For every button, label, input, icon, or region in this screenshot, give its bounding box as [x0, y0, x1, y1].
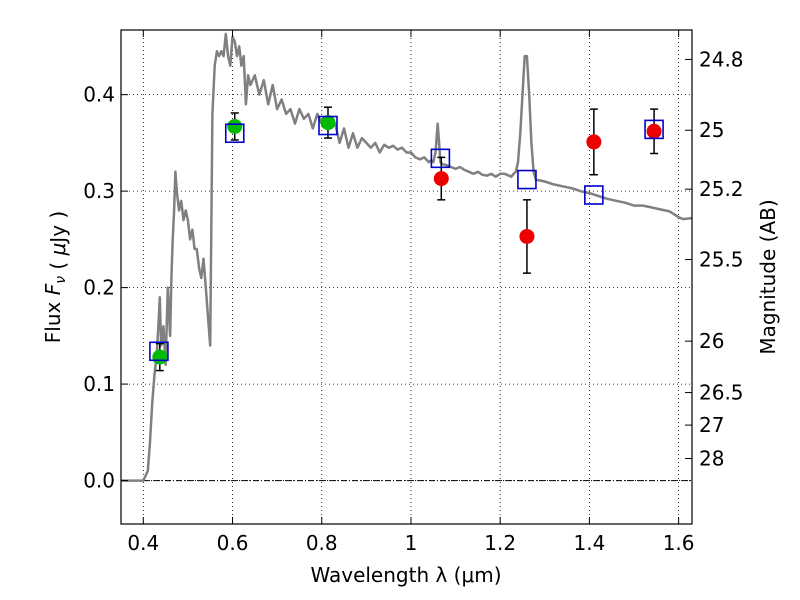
- right-tick-label: 26.5: [699, 381, 744, 405]
- model-photometry-square: [224, 123, 245, 144]
- data-point: [646, 123, 662, 139]
- right-tick-label: 26: [699, 329, 724, 353]
- model-spectrum-line: [121, 32, 693, 482]
- data-point: [227, 118, 243, 134]
- y-tick-label: 0.3: [83, 179, 115, 203]
- x-tick-label: 1.6: [663, 531, 695, 555]
- y-tick-label: 0.1: [83, 372, 115, 396]
- x-tick-label: 1.4: [573, 531, 605, 555]
- grid: [121, 30, 692, 524]
- model-photometry-square: [149, 341, 169, 362]
- plot-frame: [120, 29, 693, 525]
- model-photometry-square: [517, 169, 537, 190]
- x-axis-label: Wavelength λ (μm): [310, 563, 501, 587]
- x-tick-label: 1.2: [484, 531, 516, 555]
- model-photometry-square: [584, 185, 604, 205]
- y-tick-label: 0.4: [83, 83, 115, 107]
- ticks: [121, 30, 692, 524]
- right-tick-label: 27: [699, 413, 724, 437]
- model-spectrum: [121, 32, 693, 482]
- x-tick-label: 0.6: [217, 531, 249, 555]
- data-point: [152, 349, 168, 365]
- data-point: [586, 134, 602, 150]
- y-tick-label: 0.2: [83, 276, 115, 300]
- y-tick-label: 0.0: [83, 469, 115, 493]
- right-axis-label: Magnitude (AB): [756, 199, 780, 354]
- x-tick-label: 0.4: [127, 531, 159, 555]
- right-tick-label: 25: [699, 118, 724, 142]
- data-point: [433, 171, 449, 187]
- error-bars: [155, 106, 659, 372]
- y-tick-labels: 0.0 0.1 0.2 0.3 0.4: [83, 83, 115, 493]
- right-tick-label: 28: [699, 446, 724, 470]
- right-tick-labels: 24.8 25 25.2 25.5 26 26.5 27 28: [699, 47, 744, 470]
- model-photometry-square: [430, 148, 451, 169]
- right-tick-label: 24.8: [699, 47, 744, 71]
- x-tick-labels: 0.4 0.6 0.8 1 1.2 1.4 1.6: [127, 531, 694, 555]
- right-tick-label: 25.5: [699, 248, 744, 272]
- data-point: [320, 115, 336, 131]
- model-photometry: [149, 115, 664, 362]
- y-axis-label: Flux Fν ( μJy ): [41, 211, 70, 343]
- model-photometry-square: [318, 115, 338, 136]
- x-tick-label: 0.8: [306, 531, 338, 555]
- right-tick-label: 25.2: [699, 177, 744, 201]
- data-point: [519, 228, 535, 244]
- x-tick-label: 1: [405, 531, 418, 555]
- model-photometry-square: [644, 119, 664, 140]
